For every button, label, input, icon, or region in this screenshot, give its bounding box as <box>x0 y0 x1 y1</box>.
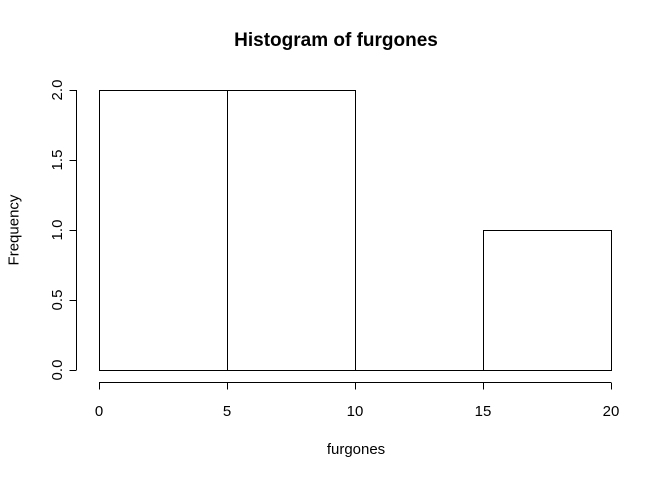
x-axis-label: furgones <box>326 441 386 458</box>
y-tick-label-3: 1.5 <box>49 150 66 171</box>
histogram-bar-1 <box>227 90 356 371</box>
x-tick-label-4: 20 <box>603 403 620 420</box>
y-tick-label-4: 2.0 <box>49 80 66 101</box>
x-tick-label-3: 15 <box>475 403 492 420</box>
y-tick-label-1: 0.5 <box>49 290 66 311</box>
y-axis-label: Frequency <box>5 194 23 266</box>
y-tick-label-0: 0.0 <box>49 360 66 381</box>
x-tick-label-0: 0 <box>95 403 103 420</box>
chart-title: Histogram of furgones <box>234 30 438 51</box>
y-tick-label-2: 1.0 <box>49 220 66 241</box>
histogram-bar-0 <box>99 90 228 371</box>
x-tick-label-2: 10 <box>347 403 364 420</box>
x-tick-label-1: 5 <box>223 403 231 420</box>
histogram-bar-3 <box>483 230 612 371</box>
